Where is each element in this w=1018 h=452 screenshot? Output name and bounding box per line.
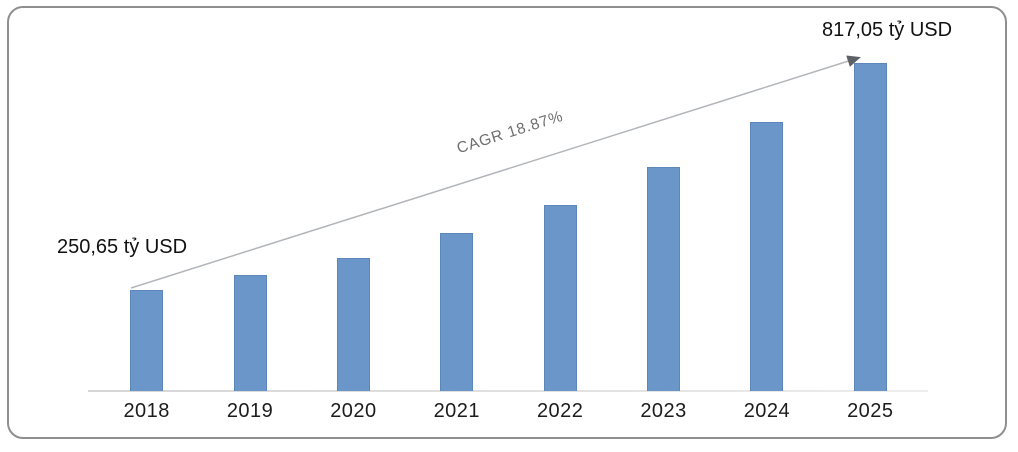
bar-2021 <box>440 233 474 391</box>
bar-2019 <box>233 275 267 391</box>
x-axis-label: 2024 <box>743 400 791 422</box>
bar-column <box>819 51 922 391</box>
bar-column <box>405 51 508 391</box>
x-axis-label: 2021 <box>433 400 481 422</box>
x-axis-label: 2020 <box>330 400 377 422</box>
bar-2020 <box>336 258 370 391</box>
x-axis-label: 2023 <box>640 400 687 422</box>
x-axis-label: 2018 <box>123 400 170 422</box>
bar-2023 <box>647 167 681 391</box>
bar-column <box>95 51 198 391</box>
x-axis-labels: 2018 2019 2020 2021 2022 2023 2024 2025 <box>95 400 922 423</box>
x-axis-label: 2025 <box>847 400 894 422</box>
bar-column <box>198 51 301 391</box>
bar-2018 <box>130 290 164 391</box>
x-axis-label: 2022 <box>536 400 584 422</box>
x-axis-label: 2019 <box>226 400 274 422</box>
bar-2022 <box>543 205 577 391</box>
bar-column <box>302 51 405 391</box>
bars <box>95 51 922 391</box>
start-value-label: 250,65 tỷ USD <box>57 236 188 258</box>
end-value-label: 817,05 tỷ USD <box>822 19 953 41</box>
bar-2024 <box>750 122 784 391</box>
x-axis-line <box>88 390 928 392</box>
bar-column <box>715 51 818 391</box>
bar-2025 <box>853 63 887 391</box>
bar-column <box>509 51 612 391</box>
bar-column <box>612 51 715 391</box>
